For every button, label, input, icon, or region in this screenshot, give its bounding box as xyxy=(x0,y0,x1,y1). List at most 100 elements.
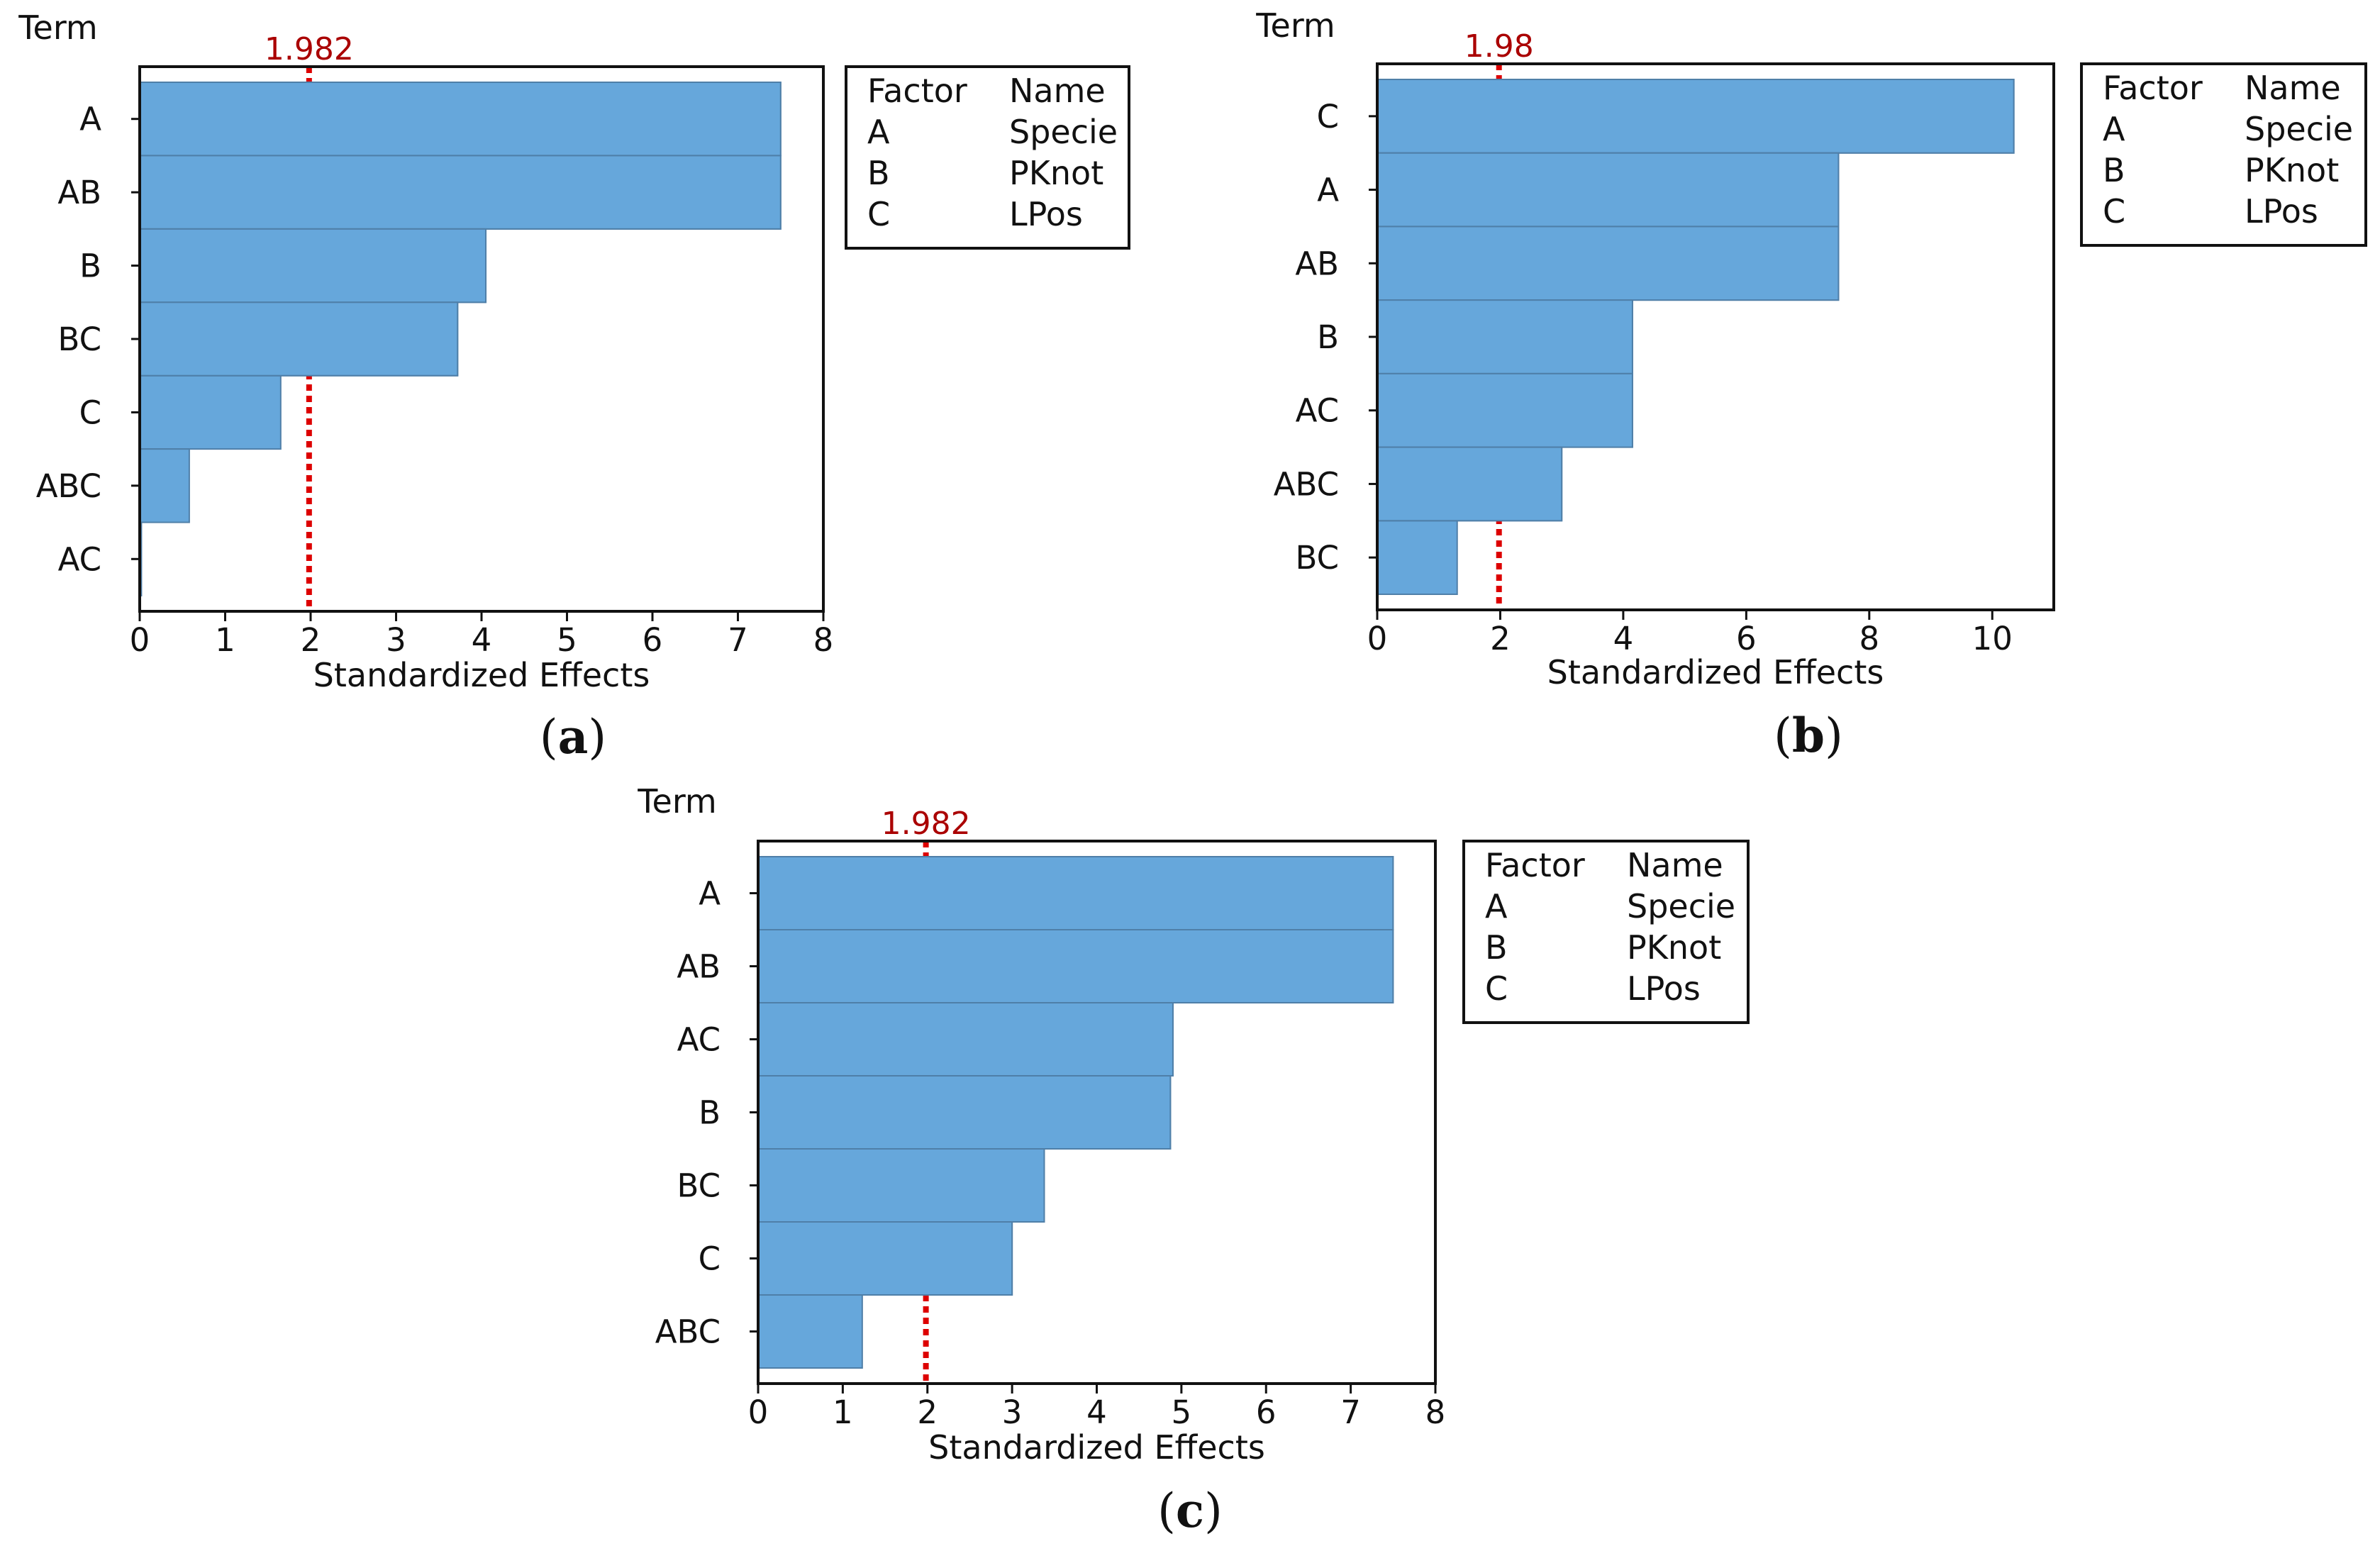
category-label-a-B: B xyxy=(79,247,101,285)
category-label-c-AC: AC xyxy=(677,1021,721,1059)
legend-header-name-b: Name xyxy=(2245,69,2341,107)
xtick-label-c-6: 6 xyxy=(1256,1394,1277,1431)
bar-overlay-b-A xyxy=(1377,152,1840,228)
xtick-label-c-4: 4 xyxy=(1086,1394,1107,1431)
plot-frame-b xyxy=(1376,62,2055,611)
bar-b-BC xyxy=(1377,520,1458,595)
legend-factor-a-A: A xyxy=(867,113,890,151)
xlabel-c: Standardized Effects xyxy=(928,1428,1265,1467)
legend-name-a-C: LPos xyxy=(1009,195,1083,233)
category-label-b-BC: BC xyxy=(1295,539,1339,577)
xtick-label-b-8: 8 xyxy=(1859,620,1879,657)
bar-overlay-b-AB xyxy=(1377,226,1840,301)
xtick-label-c-2: 2 xyxy=(917,1394,938,1431)
panel-label-b: (b) xyxy=(1774,708,1843,763)
bar-overlay-b-ABC xyxy=(1377,446,1563,522)
legend-name-c-B: PKnot xyxy=(1627,928,1721,967)
legend-header-name-c: Name xyxy=(1627,846,1723,884)
xtick-label-c-3: 3 xyxy=(1002,1394,1023,1431)
xtick-label-a-5: 5 xyxy=(557,621,577,659)
xtick-label-a-2: 2 xyxy=(301,621,321,659)
legend-header-factor-b: Factor xyxy=(2103,69,2203,107)
xtick-label-b-0: 0 xyxy=(1367,620,1388,657)
legend-factor-a-C: C xyxy=(867,195,890,233)
category-label-c-AB: AB xyxy=(677,948,721,986)
category-label-b-C: C xyxy=(1317,98,1339,135)
category-label-c-C: C xyxy=(699,1240,721,1278)
category-label-c-A: A xyxy=(699,875,721,913)
xtick-label-a-4: 4 xyxy=(472,621,492,659)
bar-overlay-b-AC xyxy=(1377,372,1633,448)
xtick-label-c-5: 5 xyxy=(1172,1394,1192,1431)
bar-overlay-c-AC xyxy=(757,1002,1174,1077)
xtick-label-b-10: 10 xyxy=(1972,620,2013,657)
bar-a-ABC xyxy=(139,448,190,523)
xlabel-a: Standardized Effects xyxy=(313,656,650,694)
category-label-b-A: A xyxy=(1317,172,1339,209)
legend-name-c-A: Specie xyxy=(1627,887,1735,925)
legend-name-b-B: PKnot xyxy=(2245,151,2339,189)
legend-factor-c-C: C xyxy=(1485,969,1508,1008)
critical-value-label-b: 1.98 xyxy=(1464,28,1534,65)
xtick-label-c-1: 1 xyxy=(833,1394,853,1431)
xtick-label-a-8: 8 xyxy=(813,621,834,659)
legend-name-c-C: LPos xyxy=(1627,969,1701,1008)
category-label-a-BC: BC xyxy=(57,321,101,358)
category-label-c-BC: BC xyxy=(677,1167,721,1205)
legend-factor-c-B: B xyxy=(1485,928,1508,967)
bar-overlay-c-B xyxy=(757,1075,1172,1150)
critical-value-label-a: 1.982 xyxy=(265,31,354,67)
legend-box-b xyxy=(2080,62,2367,247)
bar-overlay-a-AB xyxy=(139,155,782,230)
xtick-label-c-8: 8 xyxy=(1425,1394,1446,1431)
legend-name-a-A: Specie xyxy=(1009,113,1118,151)
category-label-b-AC: AC xyxy=(1296,392,1339,430)
xtick-label-a-6: 6 xyxy=(643,621,663,659)
legend-factor-b-C: C xyxy=(2103,192,2125,230)
category-label-a-A: A xyxy=(79,101,101,138)
category-label-b-ABC: ABC xyxy=(1274,465,1339,503)
bar-c-ABC xyxy=(757,1294,863,1369)
critical-value-label-c: 1.982 xyxy=(882,806,971,842)
xlabel-b: Standardized Effects xyxy=(1547,653,1884,691)
category-label-c-B: B xyxy=(699,1094,721,1132)
bar-overlay-b-B xyxy=(1377,299,1633,374)
bar-overlay-c-AB xyxy=(757,929,1394,1003)
category-label-a-AB: AB xyxy=(57,174,101,211)
xtick-label-a-3: 3 xyxy=(386,621,406,659)
ylabel-a: Term xyxy=(18,9,98,47)
legend-factor-b-A: A xyxy=(2103,110,2125,148)
bar-overlay-a-BC xyxy=(139,301,459,377)
bar-overlay-c-BC xyxy=(757,1148,1045,1223)
ylabel-b: Term xyxy=(1255,6,1335,45)
category-label-a-AC: AC xyxy=(58,540,101,578)
category-label-b-AB: AB xyxy=(1295,245,1339,282)
xtick-label-a-0: 0 xyxy=(130,621,150,659)
ylabel-c: Term xyxy=(637,782,717,821)
legend-header-name-a: Name xyxy=(1009,72,1106,110)
xtick-label-b-2: 2 xyxy=(1490,620,1511,657)
legend-name-a-B: PKnot xyxy=(1009,154,1103,192)
xtick-label-a-1: 1 xyxy=(215,621,235,659)
bar-overlay-a-A xyxy=(139,82,782,157)
xtick-label-a-7: 7 xyxy=(728,621,748,659)
bar-overlay-a-B xyxy=(139,228,487,304)
legend-name-b-C: LPos xyxy=(2245,192,2318,230)
xtick-label-c-0: 0 xyxy=(748,1394,769,1431)
legend-header-factor-c: Factor xyxy=(1485,846,1585,884)
legend-header-factor-a: Factor xyxy=(867,72,967,110)
category-label-b-B: B xyxy=(1317,318,1339,356)
category-label-a-ABC: ABC xyxy=(36,467,101,505)
legend-name-b-A: Specie xyxy=(2245,110,2353,148)
legend-box-a xyxy=(845,65,1130,250)
legend-box-c xyxy=(1462,840,1750,1024)
bar-overlay-c-C xyxy=(757,1221,1013,1296)
legend-factor-b-B: B xyxy=(2103,151,2125,189)
category-label-a-C: C xyxy=(79,394,101,431)
xtick-label-b-4: 4 xyxy=(1613,620,1634,657)
category-label-c-ABC: ABC xyxy=(655,1313,721,1351)
xtick-label-b-6: 6 xyxy=(1736,620,1757,657)
legend-factor-c-A: A xyxy=(1485,887,1508,925)
legend-factor-a-B: B xyxy=(867,154,890,192)
